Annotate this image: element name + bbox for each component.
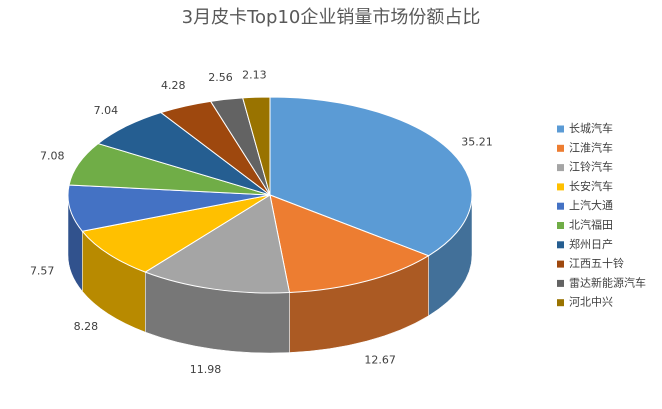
slice: [67, 184, 271, 232]
legend-label: 江铃汽车: [569, 160, 613, 174]
legend-label: 江西五十铃: [569, 256, 624, 270]
legend-label: 雷达新能源汽车: [569, 275, 646, 289]
legend-swatch: [557, 241, 564, 249]
legend-label: 江淮汽车: [569, 140, 613, 154]
data-label: 4.28: [161, 79, 186, 92]
legend-swatch: [557, 183, 564, 191]
legend-swatch: [557, 125, 564, 133]
data-label: 8.28: [74, 320, 99, 333]
data-label: 2.13: [242, 68, 267, 81]
data-label: 7.08: [40, 149, 65, 162]
legend-swatch: [557, 164, 564, 172]
legend-swatch: [557, 299, 564, 307]
legend-swatch: [557, 279, 564, 287]
data-label: 7.04: [94, 104, 119, 117]
data-label: 11.98: [190, 363, 222, 376]
data-label: 2.56: [208, 71, 233, 84]
legend-swatch: [557, 222, 564, 229]
data-label: 7.57: [30, 265, 55, 278]
legend-label: 上汽大通: [569, 198, 613, 212]
data-label: 35.21: [461, 136, 493, 149]
legend-label: 河北中兴: [569, 296, 613, 309]
legend-swatch: [557, 144, 564, 152]
legend-swatch: [557, 260, 564, 268]
legend-label: 北汽福田: [569, 218, 613, 232]
legend-label: 长城汽车: [569, 121, 613, 135]
legend-label: 郑州日产: [569, 237, 613, 251]
legend-label: 长安汽车: [569, 179, 613, 193]
chart-title: 3月皮卡Top10企业销量市场份额占比: [182, 7, 481, 28]
slice: [269, 96, 473, 257]
slice: [144, 194, 291, 294]
data-label: 12.67: [364, 353, 396, 366]
slice: [242, 96, 271, 196]
slice: [269, 194, 430, 294]
legend-swatch: [557, 202, 564, 210]
slice: [81, 194, 271, 273]
